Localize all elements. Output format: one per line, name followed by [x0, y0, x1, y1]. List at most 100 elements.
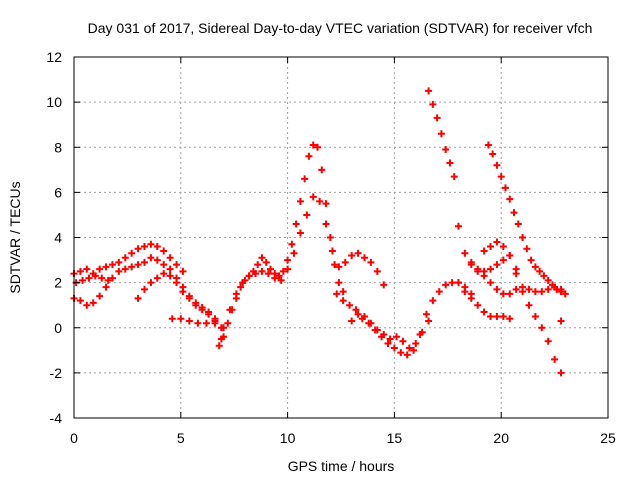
data-point: [83, 265, 91, 273]
series-arc-e: [168, 315, 219, 327]
data-point: [121, 254, 129, 262]
data-point: [348, 317, 356, 325]
data-point: [493, 312, 501, 320]
data-point: [76, 297, 84, 305]
data-point: [380, 281, 388, 289]
data-point: [510, 209, 518, 217]
data-point: [487, 312, 495, 320]
data-point: [220, 333, 228, 341]
data-point: [499, 290, 507, 298]
data-point: [275, 272, 283, 280]
data-point: [108, 261, 116, 269]
data-point: [277, 276, 285, 284]
data-point: [397, 349, 405, 357]
data-point: [538, 324, 546, 332]
data-point: [499, 256, 507, 264]
data-point: [442, 146, 450, 154]
data-point: [284, 256, 292, 264]
data-point: [480, 267, 488, 275]
data-point: [484, 141, 492, 149]
data-point: [108, 274, 116, 282]
data-point: [160, 270, 168, 278]
data-point: [433, 114, 441, 122]
data-point: [205, 308, 213, 316]
y-tick-label: -4: [50, 410, 63, 426]
data-point: [271, 274, 279, 282]
data-point: [121, 265, 129, 273]
data-point: [506, 252, 514, 260]
y-tick-label: 10: [46, 94, 62, 110]
series-arc-i: [348, 310, 433, 352]
data-point: [147, 240, 155, 248]
data-point: [160, 261, 168, 269]
data-point: [499, 243, 507, 251]
data-point: [403, 351, 411, 359]
data-point: [258, 267, 266, 275]
data-point: [425, 317, 433, 325]
data-point: [557, 317, 565, 325]
data-point: [497, 173, 505, 181]
data-point: [501, 184, 509, 192]
data-point: [322, 220, 330, 228]
data-point: [506, 315, 514, 323]
data-point: [487, 279, 495, 287]
data-point: [514, 220, 522, 228]
data-point: [237, 283, 245, 291]
data-point: [429, 297, 437, 305]
data-point: [386, 335, 394, 343]
data-point: [450, 173, 458, 181]
data-point: [454, 222, 462, 230]
series-arc-a: [70, 240, 187, 278]
data-point: [536, 267, 544, 275]
axis-ticks: 0 5 10 15 20 25 -4 -2 0 2 4 6 8 10 12: [46, 49, 616, 446]
data-point: [179, 267, 187, 275]
data-point: [309, 193, 317, 201]
data-point: [128, 249, 136, 257]
y-tick-label: 8: [54, 139, 62, 155]
data-point: [493, 238, 501, 246]
data-point: [220, 324, 228, 332]
series-arc-l: [454, 222, 565, 298]
data-point: [493, 261, 501, 269]
data-point: [544, 276, 552, 284]
y-axis-label: SDTVAR / TECUs: [7, 181, 23, 293]
y-tick-label: 6: [54, 184, 62, 200]
x-tick-label: 15: [387, 430, 403, 446]
data-point: [493, 285, 501, 293]
x-tick-label: 10: [280, 430, 296, 446]
data-point: [410, 346, 418, 354]
x-axis-label: GPS time / hours: [288, 458, 395, 474]
data-point: [437, 130, 445, 138]
data-point: [173, 261, 181, 269]
series-arc-j: [425, 87, 458, 181]
data-point: [292, 220, 300, 228]
data-point: [303, 211, 311, 219]
data-point: [360, 254, 368, 262]
data-point: [115, 258, 123, 266]
data-point: [140, 258, 148, 266]
data-point: [326, 234, 334, 241]
data-point: [360, 312, 368, 320]
data-point: [531, 312, 539, 320]
data-point: [335, 263, 343, 271]
data-point: [168, 315, 176, 323]
data-point: [384, 340, 392, 348]
data-point: [89, 299, 97, 307]
series-arc-o: [480, 238, 520, 273]
data-point: [194, 319, 202, 327]
data-point: [239, 279, 247, 287]
data-point: [557, 369, 565, 377]
chart-title: Day 031 of 2017, Sidereal Day-to-day VTE…: [88, 20, 593, 36]
data-point: [525, 285, 533, 293]
data-point: [245, 272, 253, 280]
data-point: [232, 290, 240, 298]
data-point: [367, 258, 375, 266]
data-point: [198, 303, 206, 311]
data-point: [523, 245, 531, 253]
data-point: [160, 247, 168, 255]
data-point: [544, 337, 552, 345]
data-point: [373, 326, 381, 334]
data-point: [399, 337, 407, 345]
data-point: [166, 265, 174, 273]
